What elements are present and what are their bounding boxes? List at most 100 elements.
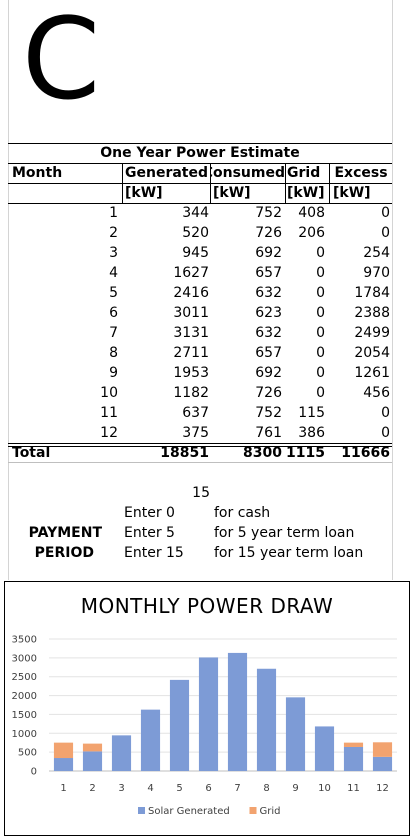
y-tick-label: 3500 [12,635,37,646]
x-tick-label: 7 [234,783,240,794]
x-tick-label: 1 [60,783,66,794]
logo-letter: C [22,0,101,125]
payment-option-enter: Enter 0 [124,505,175,521]
cell-generated: 3011 [173,305,209,321]
cell-excess: 0 [381,425,390,441]
table-units-border [8,203,392,204]
cell-grid: 115 [298,405,325,421]
cell-grid: 386 [298,425,325,441]
cell-month: 10 [100,385,118,401]
col-header-excess: Excess [334,165,388,181]
cell-consumed: 752 [255,205,282,221]
cell-consumed: 632 [255,325,282,341]
cell-excess: 2388 [354,305,390,321]
bar-solar-generated [343,746,364,771]
x-tick-label: 10 [318,783,331,794]
cell-consumed: 657 [255,265,282,281]
cell-month: 7 [109,325,118,341]
y-tick-label: 0 [31,767,37,778]
bar-solar-generated [285,697,306,771]
cell-consumed: 752 [255,405,282,421]
cell-generated: 2711 [173,345,209,361]
bar-solar-generated [256,668,277,771]
cell-generated: 3131 [173,325,209,341]
table-total-top-border [8,443,392,444]
y-tick-label: 2500 [12,672,37,683]
cell-grid: 0 [316,285,325,301]
cell-consumed: 761 [255,425,282,441]
chart-title: MONTHLY POWER DRAW [80,594,334,618]
bar-grid [372,742,393,757]
unit-excess: [kW] [333,185,371,201]
table-header-border [8,183,392,184]
cell-generated: 1627 [173,265,209,281]
cell-excess: 456 [363,385,390,401]
cell-excess: 1261 [354,365,390,381]
cell-month: 3 [109,245,118,261]
x-tick-label: 12 [376,783,389,794]
y-tick-label: 1500 [12,710,37,721]
x-tick-label: 3 [118,783,124,794]
table-bottom-border [8,462,392,463]
cell-generated: 375 [182,425,209,441]
table-top-border [8,143,392,144]
sheet-gridline [8,0,9,580]
cell-generated: 344 [182,205,209,221]
bar-solar-generated [314,726,335,771]
bar-grid [343,742,364,747]
cell-grid: 408 [298,205,325,221]
legend-swatch-grid [249,807,257,814]
unit-grid: [kW] [287,185,325,201]
cell-month: 4 [109,265,118,281]
cell-grid: 0 [316,365,325,381]
x-tick-label: 4 [147,783,153,794]
y-tick-label: 2000 [12,691,37,702]
cell-consumed: 726 [255,225,282,241]
cell-generated: 1953 [173,365,209,381]
payment-option-desc: for 5 year term loan [214,525,355,541]
total-generated: 18851 [160,445,209,461]
payment-option-enter: Enter 5 [124,525,175,541]
col-divider [329,163,330,204]
bar-solar-generated [140,709,161,771]
y-tick-label: 500 [18,748,37,759]
cell-generated: 2416 [173,285,209,301]
cell-grid: 206 [298,225,325,241]
total-excess: 11666 [341,445,390,461]
y-tick-label: 1000 [12,729,37,740]
cell-excess: 254 [363,245,390,261]
payment-period-input[interactable]: 15 [192,485,210,501]
unit-generated: [kW] [125,185,163,201]
cell-generated: 520 [182,225,209,241]
cell-grid: 0 [316,245,325,261]
payment-option-enter: Enter 15 [124,545,184,561]
bar-grid [82,743,103,752]
cell-month: 1 [109,205,118,221]
cell-month: 11 [100,405,118,421]
cell-month: 5 [109,285,118,301]
cell-grid: 0 [316,345,325,361]
col-header-grid: Grid [287,165,321,181]
table-total-top-border [8,446,392,447]
cell-consumed: 623 [255,305,282,321]
monthly-power-chart[interactable]: MONTHLY POWER DRAW 0 500 1000 1500 2000 2500 3… [4,581,410,836]
legend-label-solar: Solar Generated [148,806,230,817]
col-divider [285,163,286,204]
table-title-border [8,163,392,164]
cell-consumed: 726 [255,385,282,401]
cell-generated: 1182 [173,385,209,401]
cell-excess: 1784 [354,285,390,301]
bar-solar-generated [111,735,132,771]
cell-excess: 0 [381,205,390,221]
cell-grid: 0 [316,305,325,321]
cell-month: 2 [109,225,118,241]
cell-consumed: 632 [255,285,282,301]
cell-month: 12 [100,425,118,441]
bar-solar-generated [82,751,103,771]
total-grid: 1115 [286,445,325,461]
bar-solar-generated [198,657,219,771]
x-tick-label: 9 [292,783,298,794]
y-tick-label: 3000 [12,653,37,664]
bar-solar-generated [169,679,190,771]
